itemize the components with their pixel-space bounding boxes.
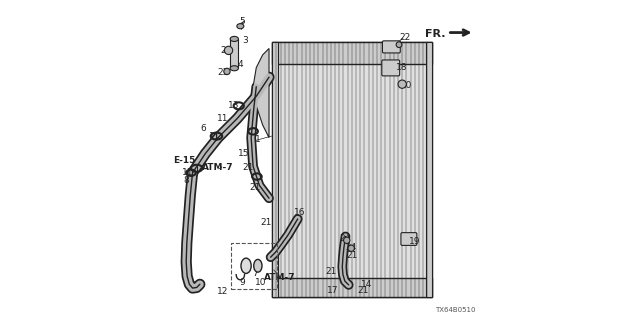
- Text: 4: 4: [237, 60, 243, 69]
- Text: 15: 15: [239, 149, 250, 158]
- Text: 21: 21: [243, 164, 254, 172]
- Ellipse shape: [230, 36, 239, 42]
- Ellipse shape: [237, 24, 244, 29]
- Text: 21: 21: [357, 286, 369, 295]
- Text: 12: 12: [217, 287, 228, 296]
- Ellipse shape: [241, 258, 251, 273]
- Polygon shape: [253, 49, 269, 138]
- Text: 22: 22: [400, 33, 411, 42]
- Bar: [272, 278, 431, 297]
- Text: 21: 21: [346, 251, 358, 260]
- Text: 21: 21: [326, 267, 337, 276]
- Text: ATM-7: ATM-7: [264, 273, 296, 282]
- Text: 11: 11: [209, 132, 220, 140]
- Text: 24: 24: [339, 234, 351, 243]
- Text: 9: 9: [239, 278, 245, 287]
- Circle shape: [398, 80, 406, 88]
- FancyBboxPatch shape: [382, 60, 399, 76]
- Text: 11: 11: [182, 168, 193, 177]
- Text: E-15: E-15: [173, 156, 196, 164]
- FancyBboxPatch shape: [383, 41, 400, 53]
- Text: 3: 3: [243, 36, 248, 45]
- Text: 21: 21: [249, 183, 260, 192]
- Text: 21: 21: [260, 218, 271, 227]
- Ellipse shape: [230, 66, 239, 71]
- Text: 18: 18: [396, 63, 407, 72]
- Text: 8: 8: [183, 176, 189, 185]
- Bar: [231, 243, 277, 289]
- Circle shape: [344, 237, 350, 244]
- Text: 20: 20: [401, 81, 412, 90]
- Text: TX64B0510: TX64B0510: [435, 307, 476, 313]
- Text: 16: 16: [294, 208, 305, 217]
- Text: 5: 5: [239, 17, 245, 26]
- Text: 6: 6: [201, 124, 207, 132]
- Bar: [272, 42, 431, 297]
- Text: 19: 19: [409, 237, 420, 246]
- Text: FR.: FR.: [425, 29, 445, 39]
- Text: 23: 23: [217, 68, 228, 77]
- Text: 13: 13: [228, 101, 239, 110]
- Bar: [426, 42, 431, 297]
- Bar: [272, 42, 431, 64]
- Bar: [230, 39, 239, 68]
- Text: 7: 7: [252, 268, 257, 278]
- Text: ATM-7: ATM-7: [202, 164, 234, 172]
- FancyBboxPatch shape: [401, 233, 417, 245]
- Text: 2: 2: [220, 45, 226, 55]
- Circle shape: [396, 42, 402, 48]
- Circle shape: [225, 46, 233, 54]
- Text: 10: 10: [255, 278, 267, 287]
- Text: 1: 1: [255, 135, 260, 144]
- Bar: [272, 42, 278, 297]
- Text: 17: 17: [327, 286, 339, 295]
- Circle shape: [224, 68, 230, 75]
- Circle shape: [348, 245, 355, 252]
- Text: 14: 14: [360, 280, 372, 289]
- Ellipse shape: [253, 260, 262, 272]
- Text: 11: 11: [217, 114, 228, 123]
- Text: 24: 24: [346, 243, 357, 252]
